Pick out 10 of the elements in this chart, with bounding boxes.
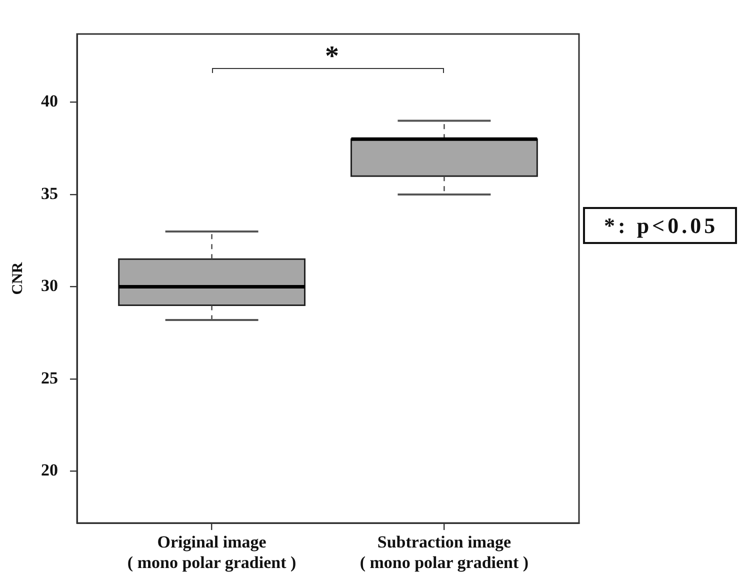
x-tick-label: Subtraction image ( mono polar gradient ): [360, 532, 529, 572]
y-tick-label: 25: [41, 368, 58, 388]
y-tick-label: 20: [41, 460, 58, 480]
y-axis-title: CNR: [10, 262, 26, 295]
x-tick-label: Original image ( mono polar gradient ): [127, 532, 296, 572]
y-tick-label: 30: [41, 276, 58, 296]
text: *: p<0.05: [604, 212, 718, 238]
y-tick-label: 40: [41, 92, 58, 111]
y-tick-label: 35: [41, 184, 58, 203]
annotation: *: [325, 41, 339, 72]
